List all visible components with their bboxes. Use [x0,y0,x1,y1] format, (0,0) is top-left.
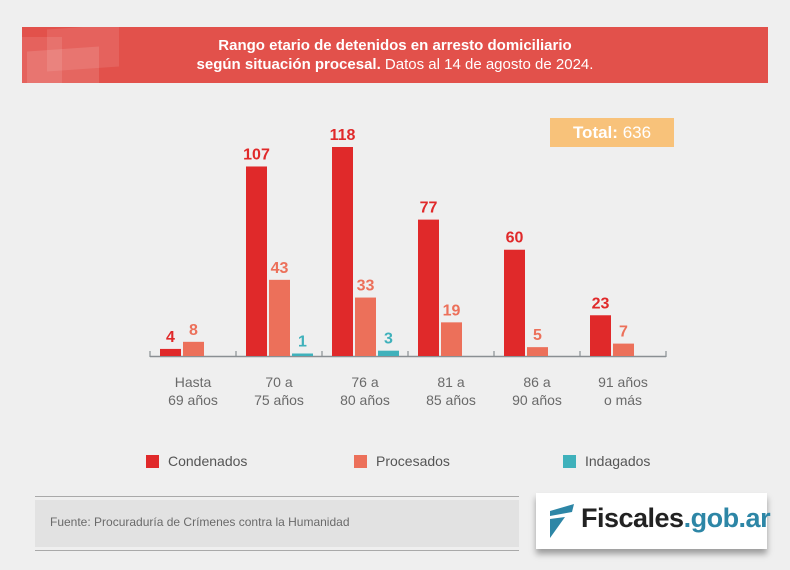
data-label-condenados: 77 [420,200,438,217]
bar-condenados [418,219,439,356]
bar-condenados [246,166,267,356]
data-label-indagados: 3 [384,331,393,348]
x-axis-category-label: 70 a 75 años [236,373,322,409]
data-label-condenados: 23 [592,295,610,312]
data-label-condenados: 118 [330,127,356,144]
legend-swatch-procesados [354,454,367,468]
logo-text-blue: .gob.ar [683,503,771,533]
bar-procesados [613,343,634,356]
bar-procesados [441,322,462,356]
x-axis-tick-label: 81 a [437,374,465,390]
x-axis-tick-label: o más [603,392,643,408]
logo-text-dark: Fiscales [581,503,684,533]
legend-item-procesados: Procesados [354,453,450,469]
bar-indagados [378,350,399,356]
divider [35,496,519,497]
x-axis-category-label: 81 a 85 años [408,373,494,409]
bar-procesados [183,341,204,356]
data-label-indagados: 1 [298,334,307,351]
bar-indagados [292,353,313,356]
data-label-condenados: 4 [166,329,175,346]
data-label-condenados: 107 [243,146,270,163]
x-axis-tick-label: 75 años [254,392,304,408]
legend-label: Procesados [376,453,450,469]
bar-condenados [504,249,525,356]
legend-swatch-indagados [563,454,576,468]
bar-condenados [332,147,353,356]
total-value: 636 [622,123,652,142]
logo-text: Fiscales.gob.ar [581,503,771,534]
x-axis-category-label: Hasta 69 años [150,373,236,409]
x-axis-category-label: 91 años o más [580,373,666,409]
chart-header: Rango etario de detenidos en arresto dom… [22,27,768,83]
fiscales-logo-icon [550,504,574,538]
title-line-2-bold: según situación procesal. [196,56,381,73]
data-label-procesados: 5 [533,327,542,344]
data-label-procesados: 43 [271,260,289,277]
x-axis-tick-label: 76 a [351,374,379,390]
source-box: Fuente: Procuraduría de Crímenes contra … [35,500,519,547]
bar-procesados [269,279,290,356]
chart-title: Rango etario de detenidos en arresto dom… [22,36,768,74]
data-label-procesados: 8 [189,322,198,339]
x-axis-category-label: 86 a 90 años [494,373,580,409]
total-label: Total: [572,123,618,142]
bar-condenados [590,315,611,356]
x-axis-tick-label: 70 a [265,374,293,390]
legend-item-indagados: Indagados [563,453,650,469]
x-axis-tick-label: 80 años [340,392,390,408]
x-axis-tick-label: 90 años [512,392,562,408]
source-text: Fuente: Procuraduría de Crímenes contra … [50,515,350,529]
legend-label: Indagados [585,453,651,469]
x-axis-tick-label: 86 a [523,374,551,390]
data-label-procesados: 7 [619,324,628,341]
legend-swatch-condenados [146,454,159,468]
header-decoration [22,37,62,83]
fiscales-logo: Fiscales.gob.ar [536,493,771,549]
data-label-procesados: 19 [443,302,461,319]
bar-condenados [160,348,181,356]
data-label-condenados: 60 [506,230,524,247]
bar-procesados [527,347,548,356]
divider [35,550,519,551]
title-line-1: Rango etario de detenidos en arresto dom… [218,37,572,54]
total-badge: Total: 636 [550,118,674,147]
title-line-2-regular: Datos al 14 de agosto de 2024. [380,56,594,73]
x-axis-tick-label: 91 años [598,374,648,390]
data-label-procesados: 33 [357,278,375,295]
x-axis-tick-label: 69 años [168,392,218,408]
legend-item-condenados: Condenados [146,453,247,469]
x-axis-category-label: 76 a 80 años [322,373,408,409]
legend-label: Condenados [168,453,248,469]
x-axis-tick-label: 85 años [426,392,476,408]
bar-procesados [355,297,376,356]
x-axis-tick-label: Hasta [174,374,212,390]
